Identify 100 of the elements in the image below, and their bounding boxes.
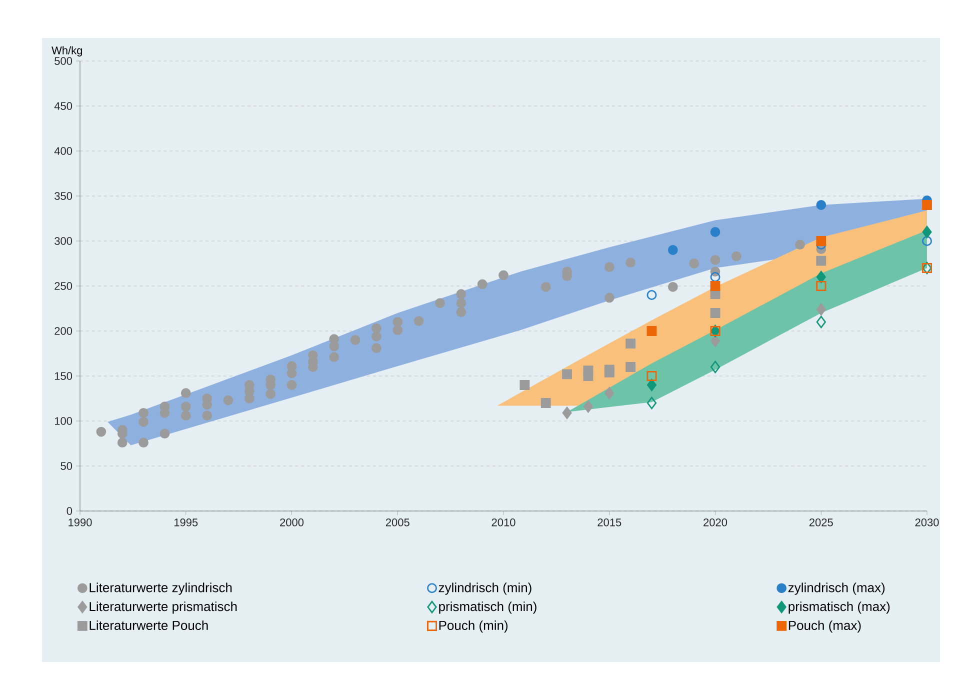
point: [922, 236, 932, 246]
point: [710, 281, 720, 291]
point: [604, 367, 614, 378]
y-tick-label: 250: [54, 282, 72, 290]
point: [604, 386, 614, 400]
legend-label: Literaturwerte zylindrisch: [90, 582, 232, 595]
point: [540, 282, 551, 292]
point: [456, 289, 466, 300]
point: [646, 378, 657, 392]
point: [668, 245, 678, 255]
point: [710, 308, 720, 318]
point: [626, 362, 636, 372]
point: [816, 256, 826, 266]
x-tick-label: 1995: [174, 518, 198, 526]
point: [562, 406, 572, 420]
point: [372, 331, 382, 342]
point: [138, 408, 148, 418]
point: [244, 394, 254, 404]
point: [286, 380, 297, 390]
point: [498, 270, 508, 280]
point: [668, 282, 678, 292]
point: [816, 316, 826, 328]
y-tick-label: 300: [54, 237, 72, 245]
point: [266, 389, 276, 399]
point: [540, 398, 551, 408]
point: [816, 281, 826, 291]
point: [816, 303, 826, 316]
x-tick-label: 2010: [492, 518, 516, 526]
point: [816, 270, 826, 284]
legend-label: zylindrisch (min): [438, 582, 532, 595]
x-tick-label: 2030: [915, 518, 939, 526]
legend-label: prismatisch (max): [788, 602, 890, 614]
y-tick-label: 100: [54, 417, 72, 425]
y-tick-label: 0: [66, 507, 72, 515]
legend-label: prismatisch (min): [439, 602, 536, 614]
point: [816, 200, 826, 210]
legend-label: Literaturwerte Pouch: [90, 620, 208, 630]
point: [372, 323, 382, 334]
y-tick-label: 400: [54, 147, 72, 155]
y-axis-title: Wh/kg: [52, 46, 82, 56]
y-tick-label: 50: [60, 462, 72, 470]
y-tick-label: 500: [54, 57, 72, 65]
point: [604, 292, 614, 303]
point: [160, 428, 170, 439]
point: [350, 335, 360, 345]
point: [710, 334, 720, 348]
point: [329, 352, 340, 362]
point: [816, 236, 826, 246]
point: [138, 438, 148, 448]
point: [117, 438, 128, 448]
point: [456, 298, 466, 308]
point: [583, 371, 594, 381]
point: [646, 396, 657, 410]
x-tick-label: 2025: [809, 518, 833, 526]
point: [626, 258, 636, 268]
point: [583, 400, 593, 413]
point: [646, 290, 657, 300]
point: [329, 341, 340, 352]
point: [138, 416, 148, 427]
legend-label: Literaturwerte prismatisch: [90, 602, 237, 614]
point: [646, 326, 657, 336]
point: [392, 317, 403, 327]
point: [180, 388, 191, 398]
point: [180, 410, 191, 421]
point: [710, 272, 720, 282]
point: [795, 240, 805, 250]
y-tick-label: 150: [54, 372, 72, 380]
legend-label: Pouch (min): [439, 620, 508, 633]
y-tick-label: 450: [54, 102, 72, 110]
point: [392, 325, 403, 336]
point: [710, 227, 720, 237]
point: [646, 371, 657, 381]
point: [286, 368, 297, 378]
point: [922, 226, 932, 238]
point: [435, 298, 445, 308]
y-tick-label: 350: [54, 192, 72, 200]
point: [223, 395, 234, 406]
point: [477, 279, 488, 290]
point: [710, 254, 720, 265]
point: [604, 262, 614, 272]
point: [96, 426, 106, 437]
point: [562, 369, 572, 380]
x-tick-label: 2005: [386, 518, 410, 526]
point: [689, 258, 700, 268]
point: [922, 200, 932, 210]
point: [710, 360, 720, 374]
x-tick-label: 2020: [704, 518, 728, 526]
y-tick-label: 200: [54, 327, 72, 335]
point: [180, 402, 191, 412]
x-tick-label: 2015: [598, 518, 622, 526]
legend-label: Pouch (max): [788, 620, 861, 633]
point: [626, 338, 636, 349]
point: [731, 251, 742, 262]
point: [414, 316, 424, 326]
point: [520, 380, 530, 390]
point: [456, 307, 466, 318]
x-tick-label: 2000: [280, 518, 304, 526]
point: [372, 343, 382, 354]
point: [202, 410, 212, 421]
x-tick-label: 1990: [68, 518, 92, 526]
